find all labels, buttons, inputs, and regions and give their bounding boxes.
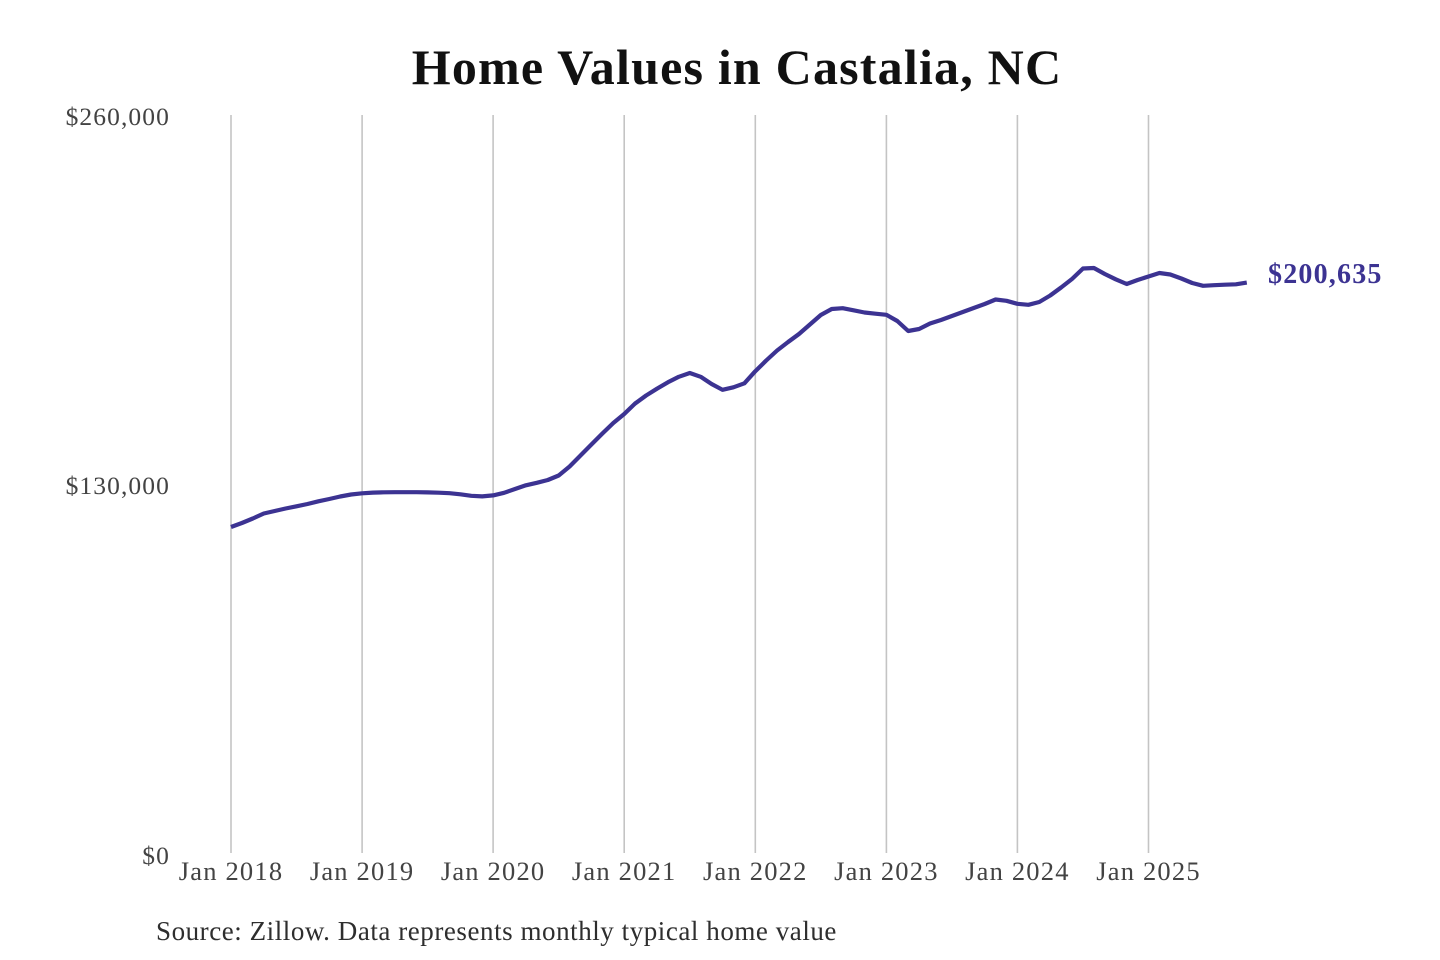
svg-text:$130,000: $130,000 — [66, 471, 170, 500]
svg-text:Jan 2021: Jan 2021 — [572, 856, 677, 886]
svg-text:Jan 2018: Jan 2018 — [179, 856, 284, 886]
svg-text:$260,000: $260,000 — [66, 102, 170, 131]
svg-text:$0: $0 — [142, 841, 170, 870]
svg-text:Source: Zillow. Data represent: Source: Zillow. Data represents monthly … — [156, 916, 837, 946]
svg-text:$200,635: $200,635 — [1268, 259, 1383, 290]
svg-text:Jan 2020: Jan 2020 — [441, 856, 546, 886]
svg-text:Jan 2022: Jan 2022 — [703, 856, 808, 886]
svg-text:Jan 2019: Jan 2019 — [310, 856, 415, 886]
svg-text:Jan 2024: Jan 2024 — [965, 856, 1070, 886]
svg-text:Jan 2025: Jan 2025 — [1096, 856, 1201, 886]
svg-text:Home Values in Castalia, NC: Home Values in Castalia, NC — [412, 39, 1063, 95]
svg-text:Jan 2023: Jan 2023 — [834, 856, 939, 886]
